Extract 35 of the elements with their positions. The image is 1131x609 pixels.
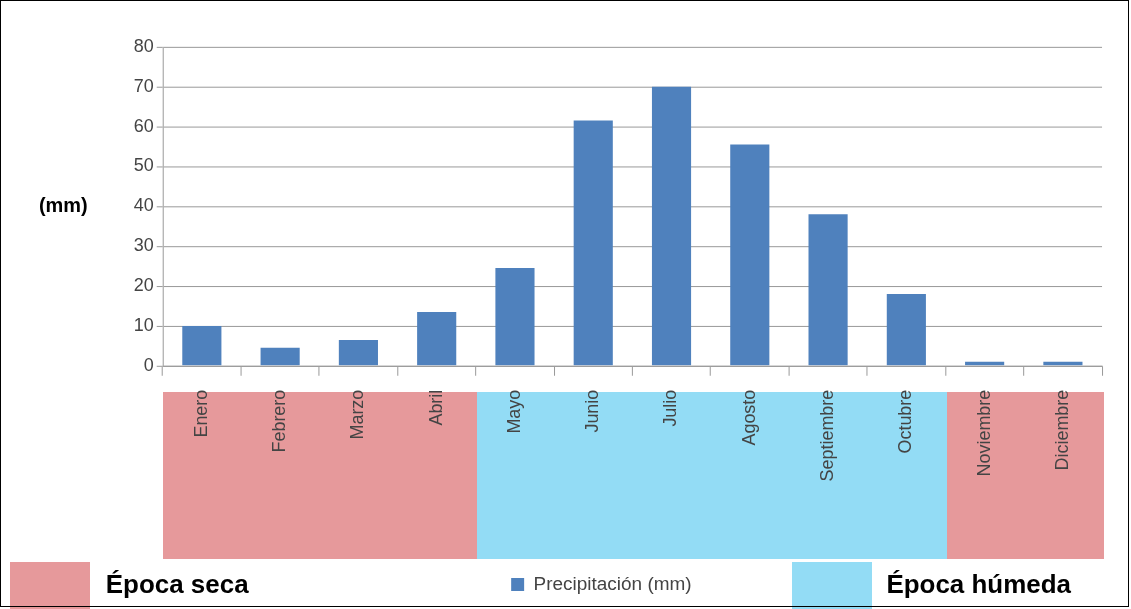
bar [730, 144, 770, 366]
y-tick-label: 40 [133, 195, 154, 216]
text: Época húmeda [886, 570, 1072, 599]
x-tick-label: Octubre [895, 389, 916, 454]
y-tick-label: 20 [133, 275, 154, 296]
y-tick-label: 60 [133, 115, 154, 136]
y-tick-label: 0 [143, 354, 154, 375]
x-tick-label: Abril [425, 389, 446, 426]
x-tick-label: Junio [582, 389, 603, 433]
x-tick-label: Febrero [269, 389, 290, 453]
bar [573, 120, 613, 366]
y-axis-title: (mm) [38, 193, 88, 216]
x-tick-label: Enero [190, 389, 211, 438]
x-tick-label: Julio [660, 389, 681, 427]
y-tick-label: 80 [133, 35, 154, 56]
bar [808, 214, 848, 366]
legend-label: Precipitación (mm) [533, 572, 692, 594]
bar [417, 311, 457, 366]
x-tick-label: Noviembre [973, 389, 994, 477]
bar [886, 294, 926, 366]
y-tick-label: 10 [133, 314, 154, 335]
bar [495, 268, 535, 366]
bar [338, 339, 378, 366]
y-tick-label: 70 [133, 75, 154, 96]
y-tick-label: 30 [133, 235, 154, 256]
bar [260, 347, 300, 366]
x-tick-label: Marzo [347, 389, 368, 440]
bar [182, 325, 222, 366]
x-tick-label: Diciembre [1051, 389, 1072, 471]
x-tick-label: Septiembre [817, 389, 838, 482]
text: Época seca [105, 570, 250, 599]
y-tick-label: 50 [133, 155, 154, 176]
x-tick-label: Agosto [738, 389, 759, 446]
bar [651, 86, 692, 366]
x-tick-label: Mayo [503, 389, 524, 434]
